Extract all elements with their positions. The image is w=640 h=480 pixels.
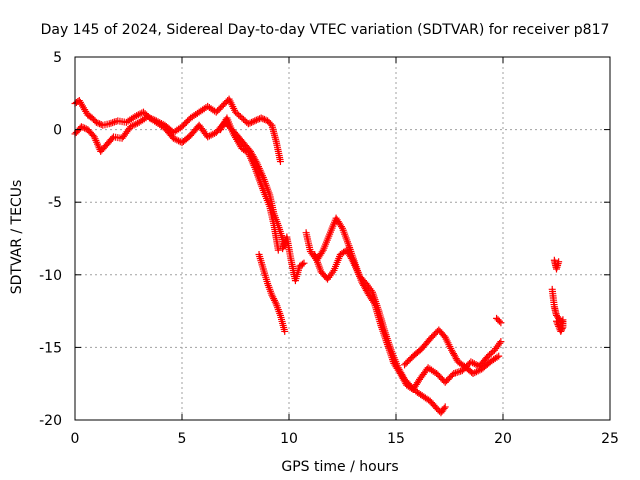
data-point-marker <box>79 123 87 131</box>
series-track-b <box>71 113 289 250</box>
data-point-marker <box>554 321 562 329</box>
data-point-marker <box>493 353 501 361</box>
series-track-a <box>71 95 284 166</box>
data-points <box>71 95 567 417</box>
data-point-marker <box>497 338 505 346</box>
data-point-marker <box>77 123 85 131</box>
x-tick-label: 0 <box>71 431 80 447</box>
data-point-marker <box>276 158 284 166</box>
data-point-marker <box>259 115 267 123</box>
data-point-marker <box>244 120 252 128</box>
x-tick-label: 10 <box>280 431 298 447</box>
data-point-marker <box>348 256 356 264</box>
x-tick-label: 5 <box>178 431 187 447</box>
data-point-marker <box>260 115 268 123</box>
data-point-marker <box>555 258 563 266</box>
data-point-marker <box>274 246 282 254</box>
series-track-d <box>255 250 289 335</box>
data-point-marker <box>300 259 308 267</box>
series-track-i <box>493 314 505 327</box>
data-point-marker <box>254 115 262 123</box>
x-axis-label: GPS time / hours <box>281 459 398 475</box>
data-point-marker <box>246 119 254 127</box>
data-point-marker <box>94 119 102 127</box>
series-track-j <box>550 256 563 273</box>
chart-title: Day 145 of 2024, Sidereal Day-to-day VTE… <box>41 22 610 38</box>
data-point-marker <box>495 352 503 360</box>
data-point-marker <box>557 327 565 335</box>
data-point-marker <box>440 404 448 412</box>
series-track-k <box>548 285 567 335</box>
data-point-marker <box>251 117 259 125</box>
y-tick-labels: 5 0 -5 -10 -15 -20 <box>39 50 62 429</box>
data-point-marker <box>555 322 563 330</box>
series-track-f <box>302 214 505 394</box>
x-tick-label: 20 <box>494 431 512 447</box>
series-track-h <box>401 326 503 378</box>
y-tick-label: 0 <box>53 123 62 139</box>
data-point-marker <box>318 248 326 256</box>
data-point-marker <box>252 116 260 124</box>
data-point-marker <box>441 403 449 411</box>
x-tick-labels: 0 5 10 15 20 25 <box>71 431 619 447</box>
tick-marks <box>74 56 611 421</box>
data-point-marker <box>96 120 104 128</box>
data-point-marker <box>555 324 563 332</box>
data-point-marker <box>337 223 345 231</box>
x-tick-label: 25 <box>601 431 619 447</box>
x-tick-label: 15 <box>387 431 405 447</box>
data-point-marker <box>556 326 564 334</box>
data-point-marker <box>81 124 89 132</box>
plot-frame <box>74 56 611 421</box>
y-axis-label: SDTVAR / TECUs <box>9 180 25 295</box>
y-tick-label: -10 <box>39 268 62 284</box>
data-point-marker <box>299 260 307 268</box>
series-track-e <box>279 233 308 285</box>
data-point-marker <box>553 319 561 327</box>
data-point-marker <box>108 134 116 142</box>
data-point-marker <box>553 317 560 325</box>
data-point-marker <box>248 118 256 126</box>
data-point-marker <box>281 327 289 335</box>
series-track-g <box>311 246 449 417</box>
grid-lines <box>75 57 610 420</box>
data-point-marker <box>257 114 265 122</box>
y-tick-label: 5 <box>53 50 62 66</box>
y-tick-label: -15 <box>39 340 62 356</box>
data-point-marker <box>249 118 257 126</box>
y-tick-label: -5 <box>48 195 62 211</box>
series-track-c <box>217 114 282 254</box>
y-tick-label: -20 <box>39 413 62 429</box>
data-point-marker <box>495 317 503 325</box>
data-point-marker <box>92 118 100 126</box>
data-point-marker <box>497 319 505 327</box>
